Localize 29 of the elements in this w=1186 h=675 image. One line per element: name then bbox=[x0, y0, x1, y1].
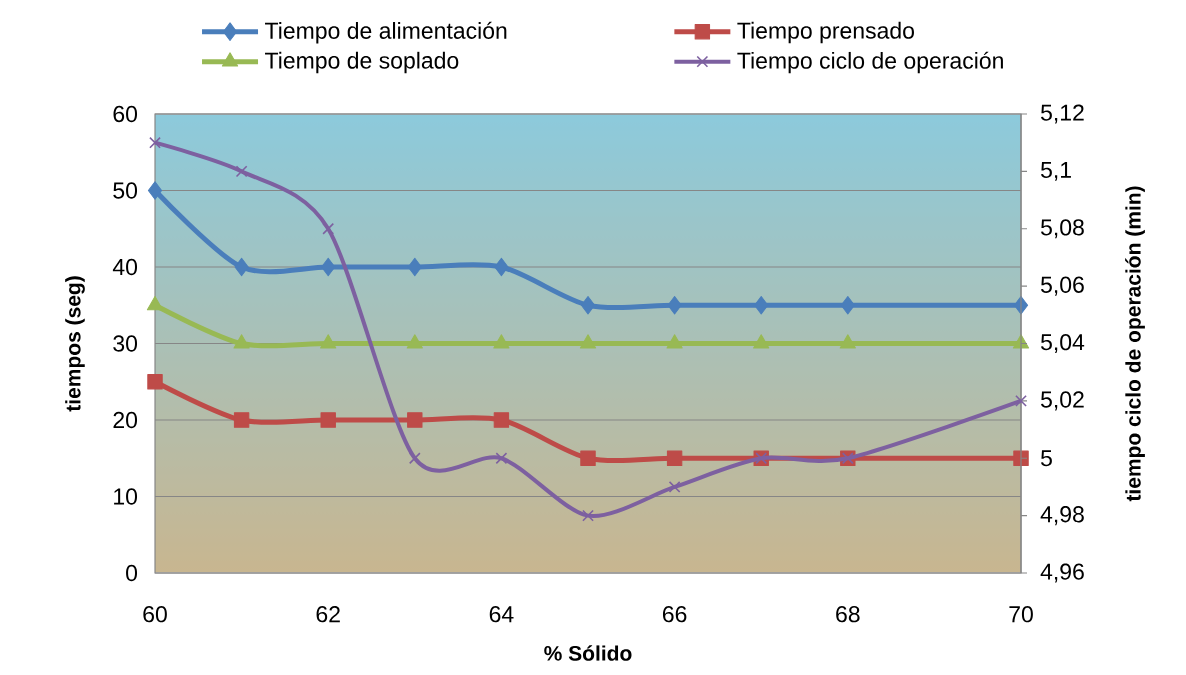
legend-label: Tiempo prensado bbox=[737, 21, 914, 44]
y2-tick-label: 5,02 bbox=[1040, 391, 1084, 411]
y-tick-label: 60 bbox=[113, 105, 138, 123]
y2-tick-label: 5,06 bbox=[1040, 276, 1084, 296]
legend-label: Tiempo de soplado bbox=[265, 51, 459, 74]
y-tick-label: 30 bbox=[113, 335, 138, 352]
y2-tick-label: 5 bbox=[1040, 450, 1052, 467]
x-tick-label: 70 bbox=[1009, 606, 1033, 623]
legend-label: Tiempo de alimentación bbox=[265, 21, 507, 44]
y-axis-title: tiempos (seg) bbox=[65, 276, 85, 412]
x-tick-label: 62 bbox=[316, 606, 340, 623]
y-tick-label: 0 bbox=[126, 564, 138, 582]
x-tick-label: 66 bbox=[662, 606, 687, 623]
y-tick-label: 40 bbox=[112, 258, 138, 276]
y2-tick-label: 5,08 bbox=[1040, 219, 1084, 239]
x-axis-title: % Sólido bbox=[544, 645, 632, 661]
y2-axis-title: tiempo ciclo de operación (min) bbox=[1125, 186, 1145, 502]
y-tick-label: 10 bbox=[114, 488, 138, 505]
y2-tick-label: 4,96 bbox=[1040, 563, 1084, 583]
x-tick-label: 60 bbox=[143, 606, 167, 623]
y-tick-label: 20 bbox=[113, 411, 138, 429]
y-tick-label: 50 bbox=[113, 182, 138, 199]
y2-tick-label: 4,98 bbox=[1040, 506, 1084, 526]
x-tick-label: 64 bbox=[489, 606, 514, 623]
y2-tick-label: 5,04 bbox=[1040, 334, 1085, 354]
y2-tick-label: 5,12 bbox=[1040, 104, 1084, 124]
legend-label: Tiempo ciclo de operación bbox=[737, 51, 1003, 74]
x-tick-label: 68 bbox=[836, 606, 860, 623]
y2-tick-label: 5,1 bbox=[1040, 162, 1071, 181]
